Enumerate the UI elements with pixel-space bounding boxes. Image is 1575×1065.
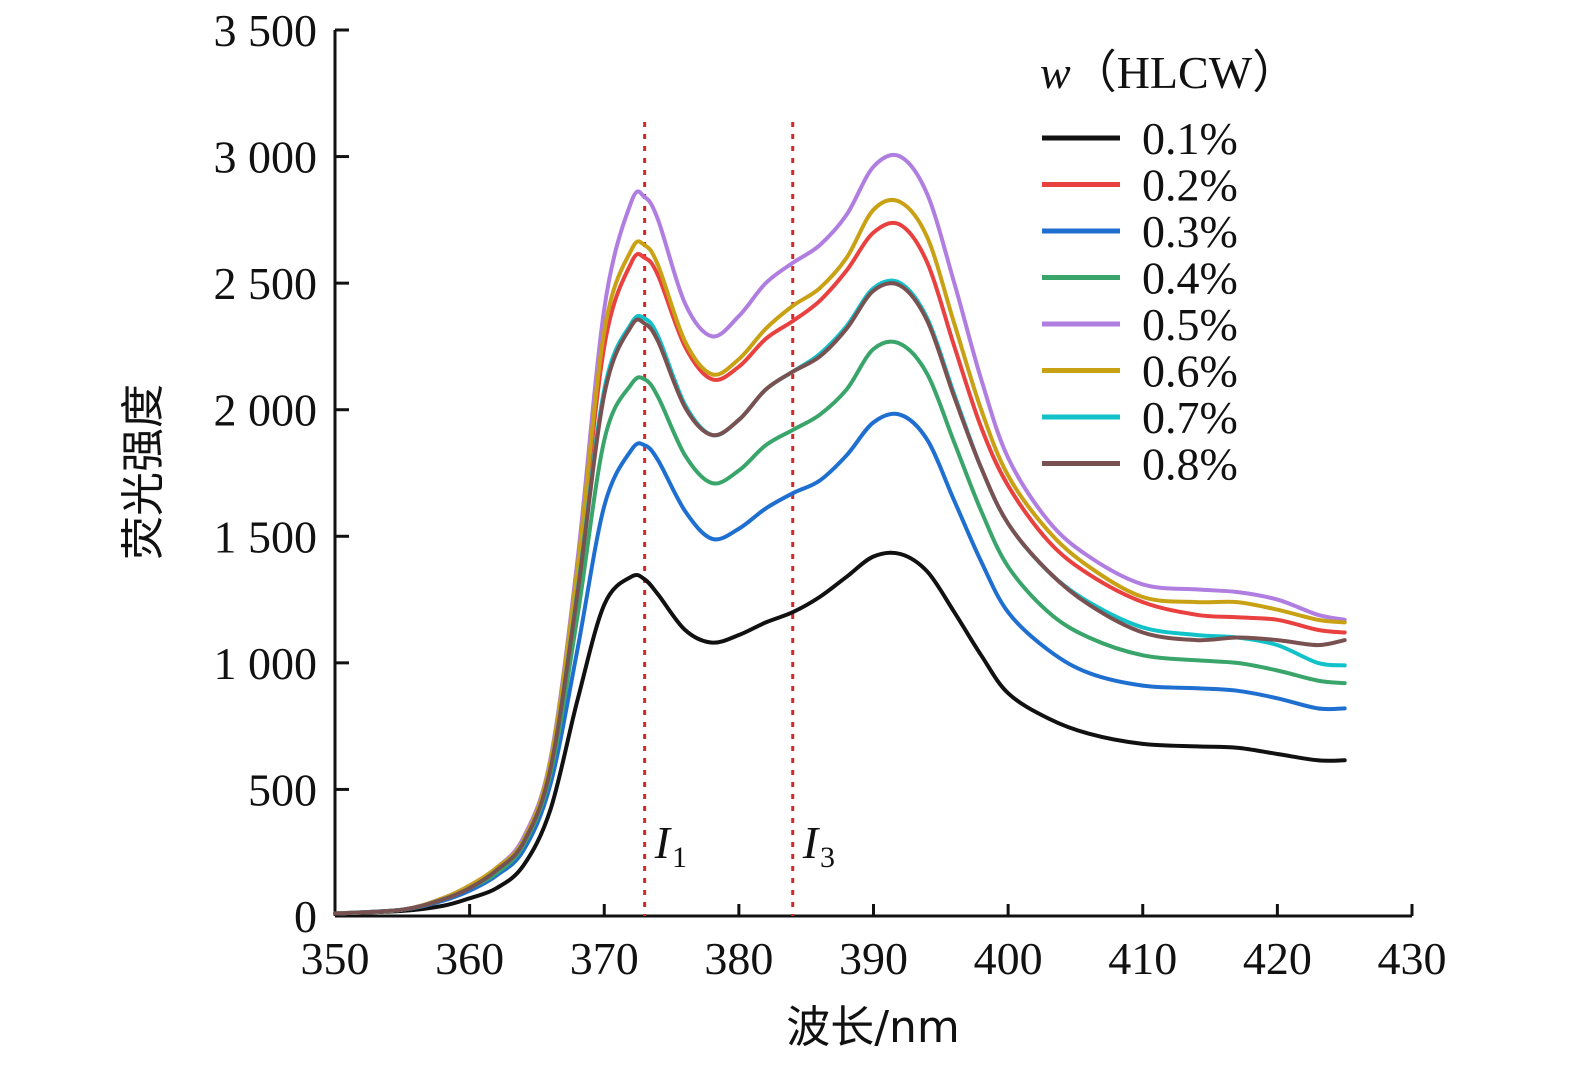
legend-label: 0.8% [1142,439,1238,490]
legend-label: 0.5% [1142,299,1238,350]
x-tick-label: 430 [1378,933,1447,984]
y-tick-label: 3 500 [214,5,318,56]
y-tick-label: 1 500 [214,511,318,562]
series-line-0_8pct [333,281,1347,916]
x-tick-label: 370 [570,933,639,984]
legend-label: 0.6% [1142,346,1238,397]
y-tick-label: 2 500 [214,258,318,309]
y-axis-title: 荧光强度 [118,384,169,560]
y-tick-label: 1 000 [214,638,318,689]
legend-title: w（HLCW） [1040,47,1298,98]
legend-label: 0.4% [1142,253,1238,304]
series-line-0_3pct [333,411,1347,916]
legend-label: 0.2% [1142,160,1238,211]
series-line-0_1pct [333,550,1347,916]
legend: w（HLCW） 0.1%0.2%0.3%0.4%0.5%0.6%0.7%0.8% [1040,47,1298,490]
y-tick-label: 500 [248,764,317,815]
axes: 350 360 370 380 390 400 410 420 430 0 500 1 000 1 50… [214,5,1447,984]
reference-markers: I1 I3 [643,122,835,916]
x-tick-label: 390 [839,933,908,984]
x-tick-label: 380 [704,933,773,984]
legend-label: 0.7% [1142,392,1238,443]
legend-label: 0.1% [1142,113,1238,164]
x-axis-title: 波长/nm [786,1002,960,1053]
x-tick-label: 350 [301,933,370,984]
reference-label: I3 [802,817,835,874]
plot-lines [333,152,1347,916]
y-tick-label: 2 000 [214,385,318,436]
y-tick-label: 0 [294,891,317,942]
reference-label: I1 [654,817,687,874]
y-tick-label: 3 000 [214,132,318,183]
x-tick-label: 400 [974,933,1043,984]
x-tick-label: 420 [1243,933,1312,984]
x-tick-label: 410 [1108,933,1177,984]
x-tick-label: 360 [435,933,504,984]
legend-label: 0.3% [1142,206,1238,257]
